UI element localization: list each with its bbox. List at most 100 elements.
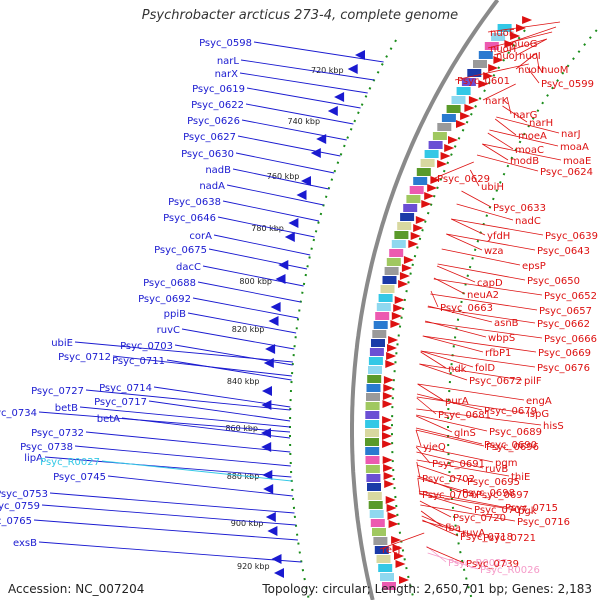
reverse-gene-arrow bbox=[262, 386, 272, 396]
feature-block bbox=[365, 420, 380, 428]
feature-block bbox=[491, 33, 506, 41]
right-gene-label: Psyc_0672 bbox=[469, 376, 522, 387]
feature-block bbox=[403, 204, 418, 212]
right-label-connector bbox=[446, 233, 536, 251]
right-label-connector bbox=[422, 519, 459, 537]
kbp-tick-label: 800 kbp bbox=[239, 277, 272, 286]
feature-block bbox=[461, 78, 476, 86]
right-label-connector bbox=[419, 363, 468, 381]
reverse-gene-arrow bbox=[274, 568, 284, 578]
left-gene-label: Psyc_0703 bbox=[120, 341, 173, 352]
forward-gene-arrow bbox=[427, 184, 438, 192]
left-gene-label: Psyc_0753 bbox=[0, 489, 48, 500]
left-label-connector bbox=[232, 168, 329, 190]
left-gene-label: Psyc_0630 bbox=[181, 149, 234, 160]
feature-block bbox=[437, 123, 452, 131]
right-label-connector bbox=[454, 63, 529, 81]
feature-block bbox=[366, 384, 381, 392]
right-label-connector bbox=[416, 445, 494, 463]
right-gene-label: Psyc_0716 bbox=[517, 517, 570, 528]
right-gene-label: Psyc_0720 bbox=[453, 513, 506, 524]
feature-block bbox=[428, 141, 443, 149]
right-label-connector bbox=[416, 451, 484, 469]
right-gene-label: ruvA bbox=[462, 528, 485, 539]
forward-gene-arrow bbox=[522, 16, 533, 24]
left-label-connector bbox=[197, 281, 301, 303]
feature-block bbox=[369, 348, 384, 356]
forward-gene-arrow bbox=[382, 416, 393, 424]
right-label-connector bbox=[420, 504, 516, 522]
right-label-connector bbox=[418, 492, 473, 510]
left-gene-label: Psyc_0619 bbox=[192, 84, 245, 95]
left-label-connector bbox=[79, 406, 291, 428]
left-gene-label: ruvC bbox=[157, 325, 180, 336]
right-gene-label: Psyc_R0025 bbox=[448, 558, 508, 569]
feature-block bbox=[365, 402, 380, 410]
forward-gene-arrow bbox=[440, 152, 451, 160]
right-label-connector bbox=[430, 290, 439, 308]
feature-block bbox=[373, 537, 388, 545]
right-gene-label: Psyc_0663 bbox=[440, 303, 493, 314]
right-gene-label: nuoN bbox=[518, 65, 544, 76]
feature-block bbox=[380, 573, 394, 581]
forward-gene-arrow bbox=[468, 96, 479, 104]
feature-block bbox=[366, 474, 381, 482]
right-label-connector bbox=[526, 66, 540, 84]
left-gene-label: corA bbox=[189, 231, 212, 242]
left-label-connector bbox=[241, 119, 347, 141]
left-gene-label: Psyc_R0027 bbox=[40, 457, 100, 468]
left-gene-label: lipA bbox=[24, 453, 43, 464]
right-gene-label: recJ bbox=[382, 545, 401, 556]
kbp-tick-label: 820 kbp bbox=[232, 325, 265, 334]
right-label-connector bbox=[420, 350, 536, 368]
forward-gene-arrow bbox=[385, 360, 396, 368]
right-gene-label: nuoJ bbox=[496, 51, 518, 62]
left-label-connector bbox=[38, 411, 291, 433]
left-label-connector bbox=[192, 297, 299, 319]
feature-block bbox=[397, 222, 412, 230]
right-gene-label: nuoG bbox=[511, 39, 538, 50]
right-gene-label: narH bbox=[529, 118, 553, 129]
right-label-connector bbox=[416, 464, 466, 482]
forward-gene-arrow bbox=[382, 456, 393, 464]
right-gene-label: Psyc_0702 bbox=[422, 474, 475, 485]
left-gene-label: exsB bbox=[13, 538, 37, 549]
feature-block bbox=[406, 195, 421, 203]
right-gene-label: ubiH bbox=[481, 182, 504, 193]
feature-block bbox=[368, 357, 383, 365]
right-gene-label: Psyc_0650 bbox=[527, 276, 580, 287]
right-label-connector bbox=[417, 383, 444, 401]
right-label-connector bbox=[476, 154, 539, 172]
right-label-connector bbox=[430, 293, 538, 311]
forward-gene-arrow bbox=[460, 112, 471, 120]
right-label-connector bbox=[417, 477, 475, 495]
left-label-connector bbox=[74, 445, 291, 467]
left-label-connector bbox=[239, 72, 368, 94]
forward-gene-arrow bbox=[415, 216, 426, 224]
right-label-connector bbox=[422, 335, 537, 353]
kbp-tick-label: 880 kbp bbox=[227, 472, 260, 481]
reverse-gene-arrow bbox=[310, 148, 321, 158]
left-gene-label: Psyc_0732 bbox=[31, 428, 84, 439]
right-label-connector bbox=[436, 265, 476, 283]
right-gene-label: rfbP1 bbox=[485, 348, 511, 359]
forward-gene-arrow bbox=[382, 392, 393, 400]
forward-gene-arrow bbox=[516, 24, 526, 32]
left-gene-label: nadB bbox=[205, 165, 231, 176]
right-gene-label: nadC bbox=[515, 216, 541, 227]
feature-block bbox=[366, 393, 380, 401]
forward-gene-arrow bbox=[383, 384, 394, 392]
feature-block bbox=[380, 285, 395, 293]
right-gene-label: Psyc_0629 bbox=[437, 174, 490, 185]
right-label-connector bbox=[416, 396, 526, 414]
right-gene-label: Psyc_0662 bbox=[537, 319, 590, 330]
right-gene-label: Psyc_0698 bbox=[462, 488, 515, 499]
right-label-connector bbox=[416, 397, 437, 415]
feature-block bbox=[389, 249, 404, 257]
right-label-connector bbox=[416, 408, 542, 426]
left-gene-label: Psyc_0675 bbox=[154, 245, 207, 256]
feature-block bbox=[386, 258, 401, 266]
right-label-connector bbox=[415, 429, 422, 447]
feature-block bbox=[456, 87, 471, 95]
right-gene-label: Psyc_0633 bbox=[493, 203, 546, 214]
